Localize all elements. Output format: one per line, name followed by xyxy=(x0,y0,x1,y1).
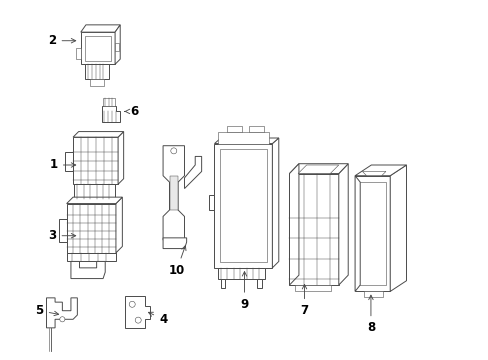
Bar xyxy=(214,144,272,268)
Bar xyxy=(90,79,104,86)
Bar xyxy=(103,98,115,106)
Polygon shape xyxy=(389,165,406,292)
Bar xyxy=(294,285,331,292)
Text: 2: 2 xyxy=(48,34,76,47)
Text: 6: 6 xyxy=(124,105,138,118)
Bar xyxy=(227,126,242,131)
Bar xyxy=(363,292,382,297)
Bar xyxy=(74,184,115,199)
Text: 7: 7 xyxy=(300,284,308,317)
Polygon shape xyxy=(66,197,122,203)
Circle shape xyxy=(129,301,135,307)
Polygon shape xyxy=(116,197,122,253)
Text: 5: 5 xyxy=(36,304,59,317)
Polygon shape xyxy=(289,164,347,174)
Polygon shape xyxy=(125,296,150,328)
Polygon shape xyxy=(163,146,184,240)
Bar xyxy=(81,32,115,64)
Text: 1: 1 xyxy=(50,158,76,171)
Bar xyxy=(218,268,264,279)
Bar xyxy=(289,174,338,285)
Polygon shape xyxy=(46,298,77,328)
Bar xyxy=(73,137,118,184)
Circle shape xyxy=(135,317,141,323)
Polygon shape xyxy=(272,138,278,268)
Text: 8: 8 xyxy=(366,295,374,334)
Bar xyxy=(84,36,111,61)
Polygon shape xyxy=(71,261,105,279)
Polygon shape xyxy=(115,25,120,64)
Polygon shape xyxy=(354,176,389,292)
Polygon shape xyxy=(169,176,178,210)
Circle shape xyxy=(60,317,65,322)
Polygon shape xyxy=(66,253,116,261)
Polygon shape xyxy=(209,195,214,210)
Bar xyxy=(77,199,108,206)
Polygon shape xyxy=(298,165,338,174)
Polygon shape xyxy=(289,164,298,285)
Text: 4: 4 xyxy=(148,312,167,326)
Circle shape xyxy=(170,148,177,154)
Text: 10: 10 xyxy=(168,246,185,276)
Polygon shape xyxy=(81,25,120,32)
Polygon shape xyxy=(184,157,201,189)
Polygon shape xyxy=(221,279,225,288)
Polygon shape xyxy=(362,171,385,176)
Polygon shape xyxy=(102,106,120,122)
Bar xyxy=(218,131,268,144)
Polygon shape xyxy=(338,164,347,285)
Bar xyxy=(219,149,266,262)
Bar xyxy=(85,64,108,79)
Bar xyxy=(66,203,116,253)
Polygon shape xyxy=(118,131,123,184)
Polygon shape xyxy=(65,152,73,171)
Text: 3: 3 xyxy=(48,229,76,242)
Bar xyxy=(359,182,385,285)
Polygon shape xyxy=(354,176,360,292)
Polygon shape xyxy=(354,165,406,176)
Polygon shape xyxy=(73,131,123,137)
Bar xyxy=(115,43,119,51)
Polygon shape xyxy=(214,138,278,144)
Bar xyxy=(76,49,81,59)
Polygon shape xyxy=(257,279,261,288)
Bar xyxy=(248,126,263,131)
Polygon shape xyxy=(59,219,66,242)
Polygon shape xyxy=(163,238,186,248)
Text: 9: 9 xyxy=(240,272,248,311)
